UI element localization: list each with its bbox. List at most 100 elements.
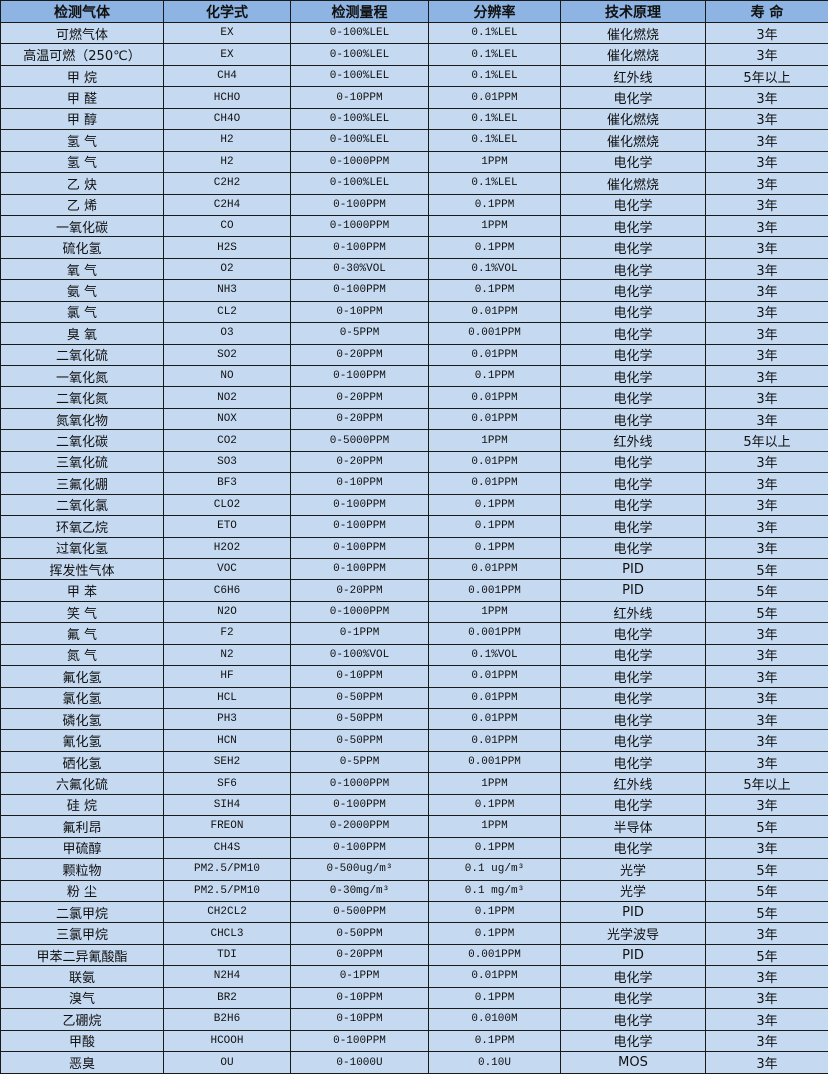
- cell-measuring-range: 0-20PPM: [290, 343, 429, 367]
- cell-gas-name: 颗粒物: [0, 858, 164, 881]
- cell-gas-name: 氯化氢: [0, 686, 164, 710]
- cell-measuring-range: 0-20PPM: [290, 943, 429, 967]
- cell-lifespan: 3年: [705, 386, 828, 409]
- cell-technology-principle: 电化学: [560, 193, 706, 216]
- cell-gas-name: 硫化氢: [0, 236, 164, 259]
- cell-gas-name: 溴气: [0, 986, 164, 1010]
- cell-resolution: 0.01PPM: [428, 300, 561, 324]
- cell-chemical-formula: C2H4: [163, 193, 291, 216]
- cell-resolution: 0.01PPM: [428, 386, 561, 409]
- cell-resolution: 0.10U: [428, 1051, 561, 1074]
- cell-technology-principle: 电化学: [560, 386, 706, 409]
- cell-technology-principle: 红外线: [560, 600, 706, 624]
- table-row: 二氧化氯 CLO2 0-100PPM 0.1PPM 电化学 3年: [0, 493, 828, 517]
- cell-measuring-range: 0-10PPM: [290, 86, 429, 109]
- cell-chemical-formula: SEH2: [163, 750, 291, 774]
- cell-measuring-range: 0-2000PPM: [290, 815, 429, 838]
- cell-resolution: 0.1%LEL: [428, 21, 561, 45]
- cell-gas-name: 甲 烷: [0, 64, 164, 88]
- cell-measuring-range: 0-30%VOL: [290, 257, 429, 281]
- cell-resolution: 0.1%LEL: [428, 129, 561, 152]
- cell-resolution: 1PPM: [428, 772, 561, 795]
- cell-chemical-formula: PH3: [163, 707, 291, 731]
- cell-gas-name: 氢 气: [0, 150, 164, 174]
- cell-measuring-range: 0-100%LEL: [290, 21, 429, 45]
- cell-lifespan: 3年: [705, 686, 828, 710]
- cell-technology-principle: 电化学: [560, 686, 706, 710]
- table-row: 粉 尘 PM2.5/PM10 0-30mg/m³ 0.1 mg/m³ 光学 5年: [0, 879, 828, 902]
- cell-lifespan: 3年: [705, 300, 828, 324]
- table-row: 过氧化氢 H2O2 0-100PPM 0.1PPM 电化学 3年: [0, 536, 828, 559]
- cell-resolution: 0.0100M: [428, 1008, 561, 1031]
- cell-lifespan: 3年: [705, 343, 828, 367]
- cell-gas-name: 二氧化碳: [0, 429, 164, 452]
- table-row: 氟 气 F2 0-1PPM 0.001PPM 电化学 3年: [0, 622, 828, 645]
- cell-chemical-formula: CO2: [163, 429, 291, 452]
- table-row: 三氧化硫 SO3 0-20PPM 0.01PPM 电化学 3年: [0, 450, 828, 474]
- cell-measuring-range: 0-50PPM: [290, 686, 429, 710]
- cell-chemical-formula: TDI: [163, 943, 291, 967]
- cell-resolution: 0.001PPM: [428, 943, 561, 967]
- cell-measuring-range: 0-500ug/m³: [290, 858, 429, 881]
- cell-resolution: 0.1%VOL: [428, 643, 561, 667]
- cell-chemical-formula: FREON: [163, 815, 291, 838]
- table-row: 氟利昂 FREON 0-2000PPM 1PPM 半导体 5年: [0, 815, 828, 838]
- table-row: 高温可燃（250℃） EX 0-100%LEL 0.1%LEL 催化燃烧 3年: [0, 43, 828, 66]
- cell-technology-principle: PID: [560, 900, 706, 924]
- cell-chemical-formula: F2: [163, 622, 291, 645]
- cell-technology-principle: 电化学: [560, 836, 706, 860]
- cell-chemical-formula: O2: [163, 257, 291, 281]
- table-row: 甲 烷 CH4 0-100%LEL 0.1%LEL 红外线 5年以上: [0, 64, 828, 88]
- cell-resolution: 0.1%LEL: [428, 172, 561, 195]
- table-row: 硫化氢 H2S 0-100PPM 0.1PPM 电化学 3年: [0, 236, 828, 259]
- cell-lifespan: 3年: [705, 107, 828, 131]
- cell-lifespan: 3年: [705, 729, 828, 752]
- cell-chemical-formula: CL2: [163, 300, 291, 324]
- cell-gas-name: 乙硼烷: [0, 1008, 164, 1031]
- cell-chemical-formula: HCHO: [163, 86, 291, 109]
- header-gas-name: 检测气体: [0, 0, 164, 23]
- table-row: 六氟化硫 SF6 0-1000PPM 1PPM 红外线 5年以上: [0, 772, 828, 795]
- cell-resolution: 0.1PPM: [428, 493, 561, 517]
- cell-measuring-range: 0-100PPM: [290, 279, 429, 302]
- cell-gas-name: 硅 烷: [0, 793, 164, 817]
- cell-measuring-range: 0-100PPM: [290, 364, 429, 388]
- header-row: 检测气体 化学式 检测量程 分辨率 技术原理寿 命: [0, 0, 828, 23]
- cell-lifespan: 5年: [705, 815, 828, 838]
- cell-resolution: 1PPM: [428, 429, 561, 452]
- cell-lifespan: 3年: [705, 129, 828, 152]
- cell-lifespan: 3年: [705, 1008, 828, 1031]
- cell-gas-name: 二氧化氯: [0, 493, 164, 517]
- cell-chemical-formula: N2H4: [163, 965, 291, 988]
- table-row: 甲 苯 C6H6 0-20PPM 0.001PPM PID 5年: [0, 579, 828, 602]
- cell-gas-name: 可燃气体: [0, 21, 164, 45]
- table-row: 二氧化硫 SO2 0-20PPM 0.01PPM 电化学 3年: [0, 343, 828, 367]
- cell-technology-principle: 电化学: [560, 472, 706, 495]
- table-row: 甲酸 HCOOH 0-100PPM 0.1PPM 电化学 3年: [0, 1029, 828, 1053]
- cell-measuring-range: 0-5PPM: [290, 750, 429, 774]
- table-row: 二氧化碳 CO2 0-5000PPM 1PPM 红外线 5年以上: [0, 429, 828, 452]
- cell-lifespan: 3年: [705, 43, 828, 66]
- cell-resolution: 0.01PPM: [428, 86, 561, 109]
- cell-chemical-formula: SF6: [163, 772, 291, 795]
- cell-measuring-range: 0-20PPM: [290, 407, 429, 431]
- cell-resolution: 0.001PPM: [428, 622, 561, 645]
- cell-lifespan: 3年: [705, 986, 828, 1010]
- cell-technology-principle: 电化学: [560, 407, 706, 431]
- cell-chemical-formula: ETO: [163, 515, 291, 538]
- cell-lifespan: 3年: [705, 707, 828, 731]
- cell-measuring-range: 0-100%LEL: [290, 107, 429, 131]
- cell-gas-name: 三氧化硫: [0, 450, 164, 474]
- header-chemical-formula: 化学式: [163, 0, 291, 23]
- table-row: 磷化氢 PH3 0-50PPM 0.01PPM 电化学 3年: [0, 707, 828, 731]
- cell-measuring-range: 0-100%LEL: [290, 172, 429, 195]
- cell-technology-principle: MOS: [560, 1051, 706, 1074]
- cell-measuring-range: 0-10PPM: [290, 986, 429, 1010]
- cell-technology-principle: 电化学: [560, 793, 706, 817]
- cell-measuring-range: 0-100PPM: [290, 515, 429, 538]
- cell-resolution: 0.01PPM: [428, 729, 561, 752]
- cell-resolution: 0.1%LEL: [428, 107, 561, 131]
- table-row: 氮 气 N2 0-100%VOL 0.1%VOL 电化学 3年: [0, 643, 828, 667]
- cell-chemical-formula: CH4: [163, 64, 291, 88]
- table-row: 甲 醛 HCHO 0-10PPM 0.01PPM 电化学 3年: [0, 86, 828, 109]
